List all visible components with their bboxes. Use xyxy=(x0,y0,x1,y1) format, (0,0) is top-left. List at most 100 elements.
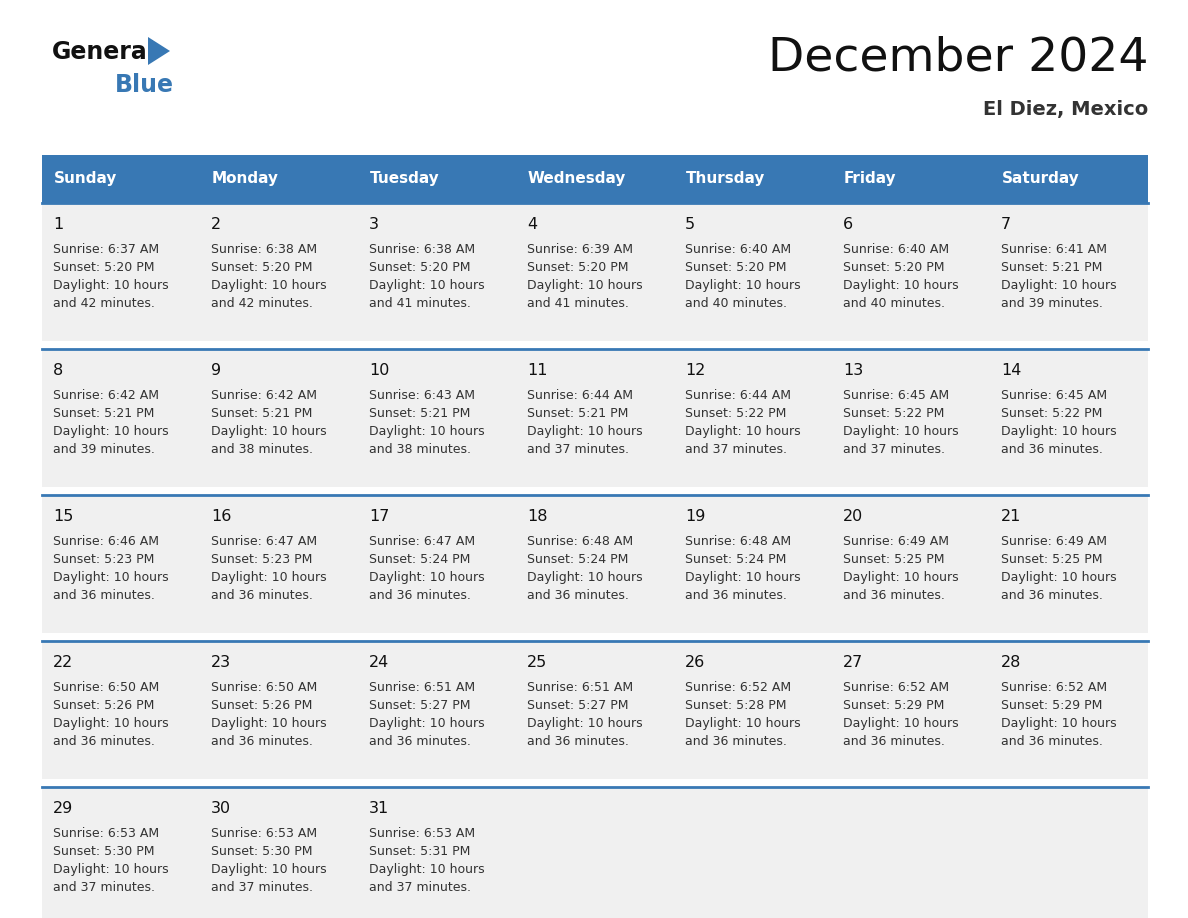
Text: 21: 21 xyxy=(1001,509,1022,524)
Text: and 36 minutes.: and 36 minutes. xyxy=(1001,443,1102,456)
Text: Sunrise: 6:42 AM: Sunrise: 6:42 AM xyxy=(211,389,317,402)
Text: and 37 minutes.: and 37 minutes. xyxy=(685,443,786,456)
Text: Monday: Monday xyxy=(211,172,279,186)
Text: Daylight: 10 hours: Daylight: 10 hours xyxy=(211,863,327,876)
Text: Daylight: 10 hours: Daylight: 10 hours xyxy=(685,571,801,584)
Text: Daylight: 10 hours: Daylight: 10 hours xyxy=(53,425,169,438)
Text: and 36 minutes.: and 36 minutes. xyxy=(211,735,312,748)
Text: Sunrise: 6:46 AM: Sunrise: 6:46 AM xyxy=(53,535,159,548)
Text: Daylight: 10 hours: Daylight: 10 hours xyxy=(685,425,801,438)
Bar xyxy=(358,495,516,633)
Bar xyxy=(358,787,516,918)
Text: Saturday: Saturday xyxy=(1001,172,1080,186)
Text: and 36 minutes.: and 36 minutes. xyxy=(1001,735,1102,748)
Text: Sunset: 5:20 PM: Sunset: 5:20 PM xyxy=(211,261,312,274)
Text: Sunset: 5:30 PM: Sunset: 5:30 PM xyxy=(211,845,312,858)
Text: Daylight: 10 hours: Daylight: 10 hours xyxy=(843,717,959,730)
Text: Sunset: 5:29 PM: Sunset: 5:29 PM xyxy=(843,699,944,712)
Text: and 36 minutes.: and 36 minutes. xyxy=(1001,589,1102,602)
Bar xyxy=(990,495,1148,633)
Text: and 36 minutes.: and 36 minutes. xyxy=(369,735,470,748)
Bar xyxy=(516,641,674,779)
Bar xyxy=(200,349,358,487)
Text: Daylight: 10 hours: Daylight: 10 hours xyxy=(843,279,959,292)
Text: Sunrise: 6:40 AM: Sunrise: 6:40 AM xyxy=(685,243,791,256)
Text: 16: 16 xyxy=(211,509,232,524)
Text: 31: 31 xyxy=(369,801,390,816)
Text: Sunday: Sunday xyxy=(53,172,118,186)
Text: 1: 1 xyxy=(53,217,63,232)
Text: and 36 minutes.: and 36 minutes. xyxy=(843,589,944,602)
Text: Sunrise: 6:45 AM: Sunrise: 6:45 AM xyxy=(1001,389,1107,402)
Text: 4: 4 xyxy=(527,217,537,232)
Text: Sunset: 5:28 PM: Sunset: 5:28 PM xyxy=(685,699,786,712)
Text: 25: 25 xyxy=(527,655,548,670)
Text: 29: 29 xyxy=(53,801,74,816)
Text: Sunrise: 6:43 AM: Sunrise: 6:43 AM xyxy=(369,389,475,402)
Text: Sunrise: 6:49 AM: Sunrise: 6:49 AM xyxy=(1001,535,1107,548)
Text: Daylight: 10 hours: Daylight: 10 hours xyxy=(1001,425,1117,438)
Text: Sunset: 5:30 PM: Sunset: 5:30 PM xyxy=(53,845,154,858)
Text: December 2024: December 2024 xyxy=(767,36,1148,81)
Text: 2: 2 xyxy=(211,217,221,232)
Text: and 38 minutes.: and 38 minutes. xyxy=(211,443,312,456)
Bar xyxy=(42,787,200,918)
Text: and 36 minutes.: and 36 minutes. xyxy=(527,589,628,602)
Bar xyxy=(990,203,1148,341)
Text: Sunrise: 6:38 AM: Sunrise: 6:38 AM xyxy=(369,243,475,256)
Bar xyxy=(200,495,358,633)
Bar xyxy=(200,787,358,918)
Bar xyxy=(674,203,832,341)
Text: Sunrise: 6:50 AM: Sunrise: 6:50 AM xyxy=(53,681,159,694)
Text: Sunrise: 6:38 AM: Sunrise: 6:38 AM xyxy=(211,243,317,256)
Text: Sunset: 5:23 PM: Sunset: 5:23 PM xyxy=(53,553,154,566)
Text: 19: 19 xyxy=(685,509,706,524)
Text: Daylight: 10 hours: Daylight: 10 hours xyxy=(527,425,643,438)
Bar xyxy=(358,349,516,487)
Text: Sunset: 5:24 PM: Sunset: 5:24 PM xyxy=(685,553,786,566)
Bar xyxy=(990,349,1148,487)
Bar xyxy=(42,155,200,203)
Bar xyxy=(832,349,990,487)
Bar xyxy=(674,641,832,779)
Text: Daylight: 10 hours: Daylight: 10 hours xyxy=(685,279,801,292)
Text: General: General xyxy=(52,40,156,64)
Bar xyxy=(42,349,200,487)
Text: Sunset: 5:20 PM: Sunset: 5:20 PM xyxy=(843,261,944,274)
Text: and 36 minutes.: and 36 minutes. xyxy=(53,589,154,602)
Text: Sunrise: 6:51 AM: Sunrise: 6:51 AM xyxy=(369,681,475,694)
Text: Daylight: 10 hours: Daylight: 10 hours xyxy=(369,279,485,292)
Text: and 37 minutes.: and 37 minutes. xyxy=(843,443,944,456)
Bar xyxy=(200,155,358,203)
Text: and 39 minutes.: and 39 minutes. xyxy=(53,443,154,456)
Text: 22: 22 xyxy=(53,655,74,670)
Text: Sunset: 5:27 PM: Sunset: 5:27 PM xyxy=(527,699,628,712)
Text: Sunset: 5:27 PM: Sunset: 5:27 PM xyxy=(369,699,470,712)
Bar xyxy=(832,787,990,918)
Text: Sunset: 5:21 PM: Sunset: 5:21 PM xyxy=(369,407,470,420)
Text: Sunset: 5:24 PM: Sunset: 5:24 PM xyxy=(369,553,470,566)
Text: Daylight: 10 hours: Daylight: 10 hours xyxy=(369,717,485,730)
Text: Sunset: 5:20 PM: Sunset: 5:20 PM xyxy=(369,261,470,274)
Text: Sunrise: 6:40 AM: Sunrise: 6:40 AM xyxy=(843,243,949,256)
Text: Sunrise: 6:47 AM: Sunrise: 6:47 AM xyxy=(369,535,475,548)
Text: 20: 20 xyxy=(843,509,864,524)
Text: Sunset: 5:21 PM: Sunset: 5:21 PM xyxy=(211,407,312,420)
Bar xyxy=(990,641,1148,779)
Text: Thursday: Thursday xyxy=(685,172,765,186)
Text: 8: 8 xyxy=(53,363,63,378)
Text: Sunset: 5:23 PM: Sunset: 5:23 PM xyxy=(211,553,312,566)
Text: 26: 26 xyxy=(685,655,706,670)
Text: Daylight: 10 hours: Daylight: 10 hours xyxy=(53,863,169,876)
Text: and 42 minutes.: and 42 minutes. xyxy=(53,297,154,310)
Text: and 37 minutes.: and 37 minutes. xyxy=(53,881,154,894)
Text: Daylight: 10 hours: Daylight: 10 hours xyxy=(211,717,327,730)
Bar xyxy=(200,203,358,341)
Text: Sunrise: 6:44 AM: Sunrise: 6:44 AM xyxy=(685,389,791,402)
Text: Sunset: 5:25 PM: Sunset: 5:25 PM xyxy=(843,553,944,566)
Text: Daylight: 10 hours: Daylight: 10 hours xyxy=(527,717,643,730)
Text: and 36 minutes.: and 36 minutes. xyxy=(685,735,786,748)
Bar xyxy=(516,787,674,918)
Text: Sunrise: 6:47 AM: Sunrise: 6:47 AM xyxy=(211,535,317,548)
Text: Sunrise: 6:42 AM: Sunrise: 6:42 AM xyxy=(53,389,159,402)
